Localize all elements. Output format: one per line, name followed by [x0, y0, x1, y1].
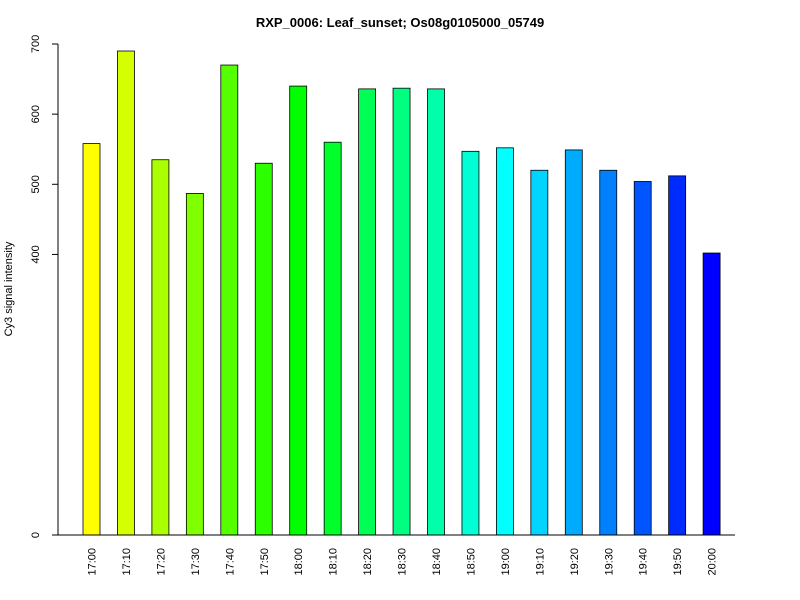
x-tick-label: 19:30: [603, 548, 615, 576]
chart-title: RXP_0006: Leaf_sunset; Os08g0105000_0574…: [256, 15, 544, 30]
x-tick-label: 19:00: [500, 548, 512, 576]
bar-1820: [358, 88, 377, 536]
x-tick-label: 18:10: [328, 548, 340, 576]
x-tick-label: 17:00: [87, 548, 99, 576]
bar-1700: [82, 143, 101, 536]
bar-1920: [564, 149, 583, 536]
x-tick-label: 19:40: [638, 548, 650, 576]
x-tick-label: 18:30: [397, 548, 409, 576]
bar-1930: [599, 169, 618, 536]
bars: [82, 50, 721, 536]
y-tick-label: 700: [30, 35, 42, 53]
y-axis: 0 400 500 600 700: [30, 35, 59, 538]
bar-1950: [668, 175, 687, 536]
x-tick-label: 17:10: [121, 548, 133, 576]
x-tick-label: 17:50: [259, 548, 271, 576]
bar-1750: [254, 162, 273, 536]
x-tick-label: 18:20: [362, 548, 374, 576]
y-tick-label: 0: [30, 532, 42, 538]
bar-1710: [117, 50, 135, 536]
bar-1910: [530, 169, 549, 536]
bar-1940: [633, 181, 652, 536]
x-tick-label: 18:40: [431, 548, 443, 576]
y-axis-label: Cy3 signal intensity: [3, 241, 15, 336]
y-tick-label: 400: [30, 245, 42, 263]
x-axis-tick-labels: 17:00 17:10 17:20 17:30 17:40 17:50 18:00 18:10…: [87, 548, 719, 576]
bar-1720: [151, 159, 170, 536]
x-tick-label: 17:30: [190, 548, 202, 576]
x-tick-label: 17:40: [224, 548, 236, 576]
x-tick-label: 19:50: [672, 548, 684, 576]
x-tick-label: 19:20: [569, 548, 581, 576]
bar-1730: [185, 193, 204, 536]
bar-1810: [323, 141, 342, 536]
bar-1850: [461, 150, 480, 536]
y-tick-label: 600: [30, 105, 42, 123]
bar-1840: [427, 88, 445, 536]
x-tick-label: 17:20: [155, 548, 167, 576]
bar-1800: [289, 85, 308, 536]
y-tick-label: 500: [30, 175, 42, 193]
x-tick-label: 19:10: [534, 548, 546, 576]
bar-1900: [495, 147, 514, 536]
x-tick-label: 18:50: [465, 548, 477, 576]
bar-2000: [702, 252, 721, 536]
bar-1740: [220, 64, 239, 536]
x-tick-label: 18:00: [293, 548, 305, 576]
bar-1830: [392, 87, 411, 536]
x-tick-label: 20:00: [707, 548, 719, 576]
